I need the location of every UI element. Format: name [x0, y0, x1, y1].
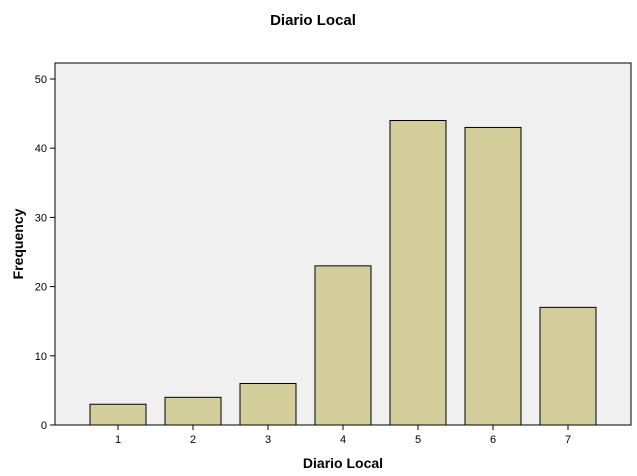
y-tick-label: 30: [35, 212, 47, 224]
x-tick-label: 2: [190, 434, 196, 446]
x-tick-label: 6: [490, 434, 496, 446]
x-tick-label: 3: [265, 434, 271, 446]
y-tick-label: 40: [35, 143, 47, 155]
y-axis-label: Frequency: [10, 208, 26, 279]
x-tick-label: 1: [115, 434, 121, 446]
x-tick-label: 4: [340, 434, 346, 446]
bar-4: [314, 265, 372, 426]
x-tick-label: 5: [415, 434, 421, 446]
y-axis: 0 10 20 30 40 50: [35, 74, 55, 432]
bar-2: [164, 396, 222, 426]
chart-title: Diario Local: [270, 12, 356, 29]
bar-5: [389, 120, 447, 426]
y-tick-label: 0: [41, 420, 47, 432]
y-tick-label: 20: [35, 282, 47, 294]
x-axis-label: Diario Local: [303, 455, 383, 471]
bar-3: [239, 382, 297, 426]
x-tick-label: 7: [565, 434, 571, 446]
y-tick-label: 50: [35, 74, 47, 86]
x-axis: 1 2 3 4 5 6 7: [115, 425, 571, 446]
bars-group: [89, 120, 597, 426]
bar-7: [539, 306, 597, 426]
bar-1: [89, 403, 147, 426]
bar-6: [464, 126, 522, 426]
y-tick-label: 10: [35, 351, 47, 363]
